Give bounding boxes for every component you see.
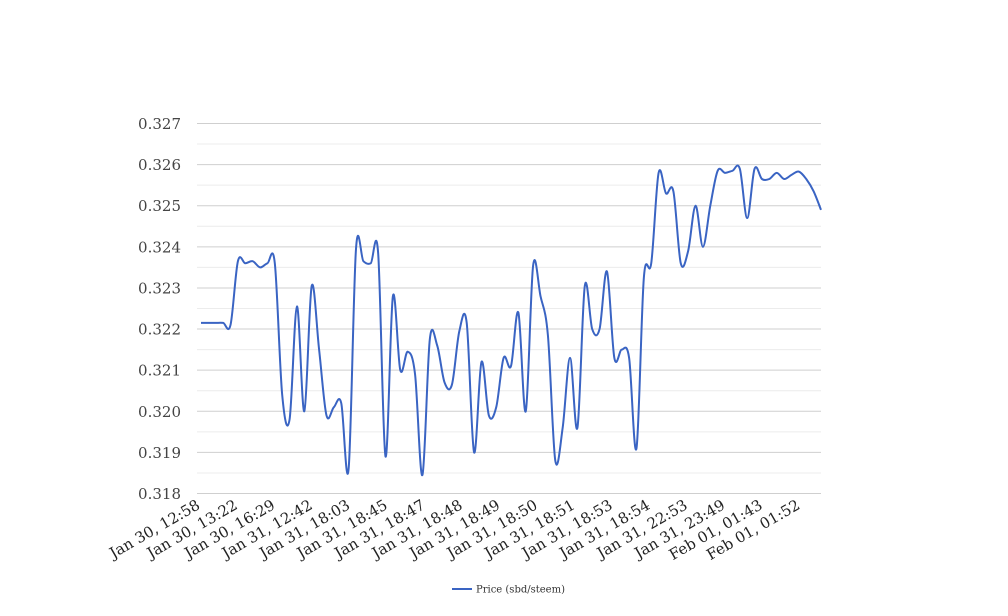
gridlines: [197, 123, 821, 494]
series-line-price: [201, 164, 822, 477]
legend-label: Price (sbd/steem): [476, 585, 565, 596]
y-tick-label: 0.327: [138, 115, 181, 133]
y-tick-label: 0.326: [138, 156, 181, 174]
y-tick-label: 0.322: [138, 321, 181, 339]
y-tick-label: 0.321: [138, 362, 181, 380]
y-tick-label: 0.318: [138, 485, 181, 503]
y-tick-label: 0.324: [138, 238, 181, 256]
y-axis: 0.318 0.319 0.320 0.321 0.322 0.323 0.324 0.325…: [138, 115, 181, 503]
y-tick-label: 0.323: [138, 279, 181, 297]
y-tick-label: 0.319: [138, 444, 181, 462]
series-area: [201, 164, 822, 477]
legend: Price (sbd/steem): [452, 585, 565, 596]
y-tick-label: 0.320: [138, 403, 181, 421]
y-tick-label: 0.325: [138, 197, 181, 215]
